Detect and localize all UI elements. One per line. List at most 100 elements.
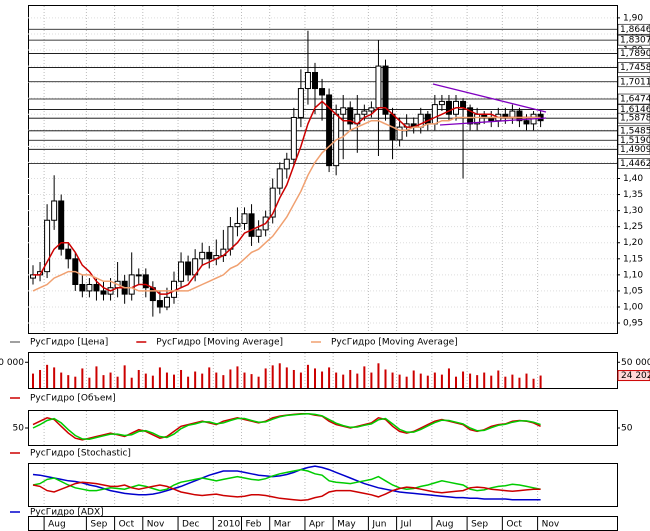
- bar: [144, 373, 147, 388]
- bar: [370, 372, 373, 388]
- bar: [130, 377, 133, 388]
- y-tick-label: 1,25: [623, 222, 643, 232]
- candle-body: [276, 168, 283, 189]
- x-tick-label: Aug: [48, 520, 66, 530]
- candle-body: [368, 107, 375, 112]
- line: [33, 100, 541, 295]
- y-tick-label: 1,00: [623, 302, 643, 312]
- x-tick-label: Nov: [147, 520, 165, 530]
- level-label: 1,5485: [620, 126, 650, 136]
- bar: [356, 373, 359, 388]
- bar: [60, 372, 63, 388]
- x-tick-label: Nov: [542, 520, 560, 530]
- candle-body: [248, 213, 255, 237]
- bar: [306, 364, 309, 388]
- y2-tick-label: 50 000: [621, 358, 650, 368]
- candle-body: [227, 226, 234, 250]
- y-tick-label: 30 000: [0, 358, 24, 368]
- x-tick-label: Jun: [371, 520, 386, 530]
- y-tick-label: 1,20: [623, 238, 643, 248]
- bar: [74, 376, 77, 388]
- y-tick-label: 1,35: [623, 190, 643, 200]
- bar: [278, 363, 281, 388]
- level-label-box: [617, 48, 650, 59]
- y2-tick-label: 50: [621, 424, 633, 434]
- bar: [433, 372, 436, 388]
- bar: [483, 372, 486, 388]
- bar: [158, 367, 161, 388]
- bar: [165, 372, 168, 388]
- level-label: 1,7458: [620, 63, 650, 73]
- bar: [440, 374, 443, 388]
- bar: [208, 367, 211, 388]
- bar: [412, 370, 415, 388]
- candle-body: [255, 229, 262, 237]
- candle-body: [100, 290, 107, 295]
- bar: [511, 374, 514, 388]
- candle-body: [156, 300, 163, 308]
- level-label: 1,8307: [620, 36, 650, 46]
- candle-body: [467, 107, 474, 125]
- bar: [151, 375, 154, 388]
- bar: [222, 375, 225, 388]
- legend-label: РусГидро [Объем]: [30, 394, 116, 404]
- candle-body: [290, 116, 297, 160]
- candle-body: [142, 274, 149, 289]
- level-label: 1,4462: [620, 159, 650, 169]
- x-tick-label: Sep: [471, 520, 488, 530]
- bar: [67, 375, 70, 388]
- candle-body: [86, 283, 93, 292]
- bar: [201, 373, 204, 388]
- x-tick-label: Jul: [400, 520, 412, 530]
- candle-body: [234, 222, 241, 228]
- line: [32, 412, 541, 440]
- level-label: 1,5878: [620, 114, 650, 124]
- level-label-box: [617, 143, 650, 155]
- candle-body: [361, 110, 368, 115]
- candle-body: [304, 71, 311, 90]
- bar: [32, 373, 34, 388]
- y-tick-label: 1,15: [623, 254, 643, 264]
- level-label-box: [617, 76, 650, 88]
- bar: [469, 373, 472, 388]
- x-tick-label: Oct: [506, 520, 522, 530]
- candle-body: [319, 88, 326, 96]
- level-label-box: [617, 112, 650, 124]
- bar: [455, 376, 457, 388]
- bar: [349, 369, 352, 388]
- bar: [109, 372, 112, 388]
- level-label: 1,4909: [620, 145, 650, 155]
- candle-body: [51, 200, 58, 221]
- x-tick-label: Dec: [182, 520, 199, 530]
- candle-body: [516, 110, 523, 122]
- trend-line: [432, 83, 547, 113]
- candle-body: [241, 213, 248, 224]
- y-tick-label: 0,95: [623, 319, 643, 329]
- bar: [504, 376, 507, 388]
- candle-body: [347, 107, 354, 125]
- bar: [250, 374, 253, 388]
- bar: [384, 369, 387, 388]
- plot-layer: Aug Sep Oct Nov Dec 2010 Feb Mar Apr May Jun Jul Aug…: [0, 6, 650, 530]
- bar: [215, 372, 218, 388]
- candle-body: [375, 65, 382, 109]
- x-tick-label: Oct: [119, 520, 135, 530]
- legend-label: РусГидро [Цена]: [30, 338, 108, 348]
- candle-body: [163, 296, 170, 308]
- bar: [88, 377, 91, 388]
- y-tick-label: 1,05: [623, 286, 643, 296]
- candle-body: [135, 274, 142, 277]
- candle-body: [382, 65, 389, 115]
- trend-line: [439, 117, 547, 126]
- y-tick-label: 1,40: [623, 174, 643, 184]
- level-label-box: [617, 62, 650, 73]
- bar: [285, 367, 288, 388]
- bar: [321, 371, 324, 388]
- bar: [194, 371, 197, 388]
- x-tick-label: May: [337, 520, 356, 530]
- level-label: 1,6146: [620, 105, 650, 115]
- bar: [447, 368, 450, 388]
- candle-body: [185, 261, 192, 276]
- y-tick-label: 1,30: [623, 206, 643, 216]
- bar: [95, 366, 98, 388]
